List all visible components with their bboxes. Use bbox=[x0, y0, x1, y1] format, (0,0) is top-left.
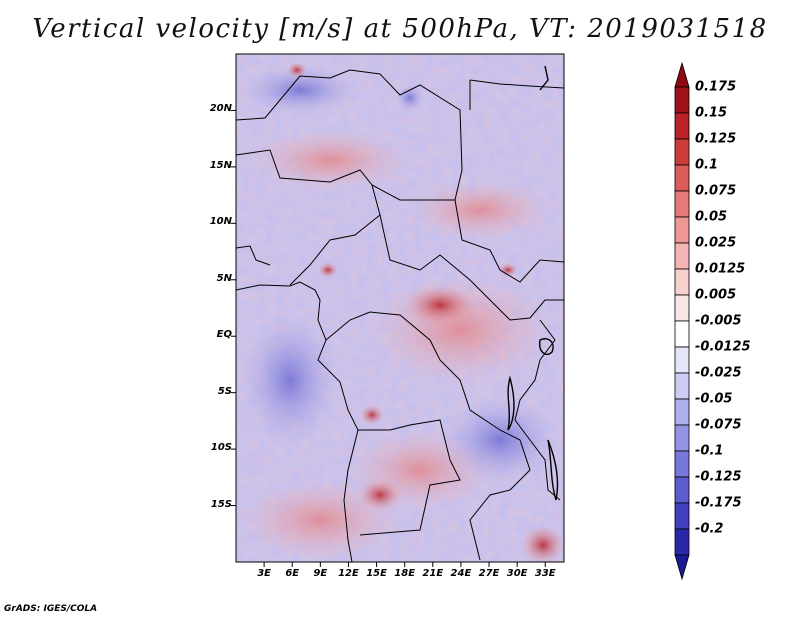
border-east bbox=[371, 184, 564, 283]
colorbar-swatch bbox=[674, 138, 690, 166]
colorbar-swatch bbox=[674, 164, 690, 192]
colorbar-swatch bbox=[674, 372, 690, 400]
river-nile bbox=[539, 65, 549, 91]
lon-tick-label: 3E bbox=[257, 568, 272, 579]
colorbar-label: 0.025 bbox=[695, 235, 737, 251]
border-coast-west bbox=[236, 245, 271, 266]
colorbar-swatch bbox=[674, 268, 690, 296]
colorbar-swatch bbox=[674, 86, 690, 114]
border-angola bbox=[358, 419, 461, 536]
feature-angola bbox=[358, 479, 402, 511]
lon-tick-label: 18E bbox=[394, 568, 416, 579]
border-zambia bbox=[469, 439, 531, 561]
colorbar-label: -0.1 bbox=[695, 443, 724, 459]
lat-tick-label: 10S bbox=[210, 442, 232, 454]
lat-tick-label: 15S bbox=[210, 498, 232, 510]
lon-tick-label: 12E bbox=[338, 568, 359, 579]
chart-title: Vertical velocity [m/s] at 500hPa, VT: 2… bbox=[32, 14, 768, 44]
lon-tick-label: 30E bbox=[506, 568, 528, 579]
negative-zone bbox=[440, 395, 560, 485]
lon-tick-label: 27E bbox=[478, 568, 500, 579]
map-frame bbox=[235, 53, 565, 563]
colorbar-label: 0.175 bbox=[695, 79, 737, 95]
colorbar-swatch bbox=[674, 450, 690, 478]
colorbar-label: -0.075 bbox=[695, 417, 742, 433]
border-congo bbox=[325, 311, 521, 441]
colorbar-label: -0.005 bbox=[695, 313, 742, 329]
lon-tick-label: 21E bbox=[422, 568, 444, 579]
lat-tick-label: 5N bbox=[216, 272, 232, 284]
colorbar-swatch bbox=[674, 294, 690, 322]
colorbar-top-cap bbox=[674, 61, 690, 88]
colorbar-label: -0.05 bbox=[695, 391, 733, 407]
colorbar bbox=[674, 61, 690, 581]
colorbar-label: 0.05 bbox=[695, 209, 728, 225]
colorbar-label: -0.125 bbox=[695, 469, 742, 485]
colorbar-label: -0.025 bbox=[695, 365, 742, 381]
lakes bbox=[507, 65, 559, 501]
colorbar-label: 0.005 bbox=[695, 287, 737, 303]
colorbar-label: -0.0125 bbox=[695, 339, 751, 355]
positive-cell bbox=[318, 262, 338, 278]
colorbar-swatch bbox=[674, 424, 690, 452]
negative-zone bbox=[240, 310, 340, 450]
lon-tick-label: 24E bbox=[450, 568, 472, 579]
positive-cell bbox=[360, 405, 384, 425]
lake-tanganyika bbox=[507, 375, 515, 431]
border-lakes bbox=[514, 319, 561, 501]
colorbar-swatch bbox=[674, 190, 690, 218]
colorbar-swatch bbox=[674, 398, 690, 426]
lat-tick-label: EQ bbox=[216, 329, 232, 341]
colorbar-label: 0.15 bbox=[695, 105, 728, 121]
colorbar-label: 0.0125 bbox=[695, 261, 746, 277]
lon-tick-label: 9E bbox=[313, 568, 328, 579]
lon-tick-label: 33E bbox=[534, 568, 556, 579]
lon-tick-label: 15E bbox=[366, 568, 387, 579]
colorbar-swatch bbox=[674, 112, 690, 140]
lat-tick-label: 20N bbox=[209, 103, 232, 115]
border-central bbox=[379, 214, 564, 321]
lon-tick-label: 6E bbox=[285, 568, 300, 579]
lake-malawi bbox=[547, 439, 559, 501]
positive-zone bbox=[410, 180, 550, 240]
boundaries bbox=[236, 69, 564, 562]
border-north bbox=[236, 69, 463, 201]
colorbar-swatch bbox=[674, 346, 690, 374]
lat-ticks bbox=[231, 109, 236, 507]
positive-cell bbox=[287, 62, 307, 78]
colorbar-swatch bbox=[674, 528, 690, 556]
colorbar-label: 0.075 bbox=[695, 183, 737, 199]
positive-zone bbox=[250, 130, 410, 190]
negative-cell bbox=[396, 84, 424, 112]
feature-great-lakes bbox=[405, 285, 475, 325]
credit-text: GrADS: IGES/COLA bbox=[4, 604, 98, 614]
map-field bbox=[236, 54, 564, 562]
feature-mozambique bbox=[521, 525, 564, 562]
colorbar-swatch bbox=[674, 216, 690, 244]
border-egypt bbox=[469, 79, 564, 89]
lon-ticks bbox=[263, 562, 546, 567]
colorbar-swatch bbox=[674, 320, 690, 348]
feature-ethiopia bbox=[498, 263, 518, 277]
colorbar-swatch bbox=[674, 502, 690, 530]
lake-victoria bbox=[538, 338, 554, 356]
colorbar-label: -0.175 bbox=[695, 495, 742, 511]
colorbar-swatch bbox=[674, 476, 690, 504]
lat-tick-label: 10N bbox=[209, 216, 232, 228]
coastline-west bbox=[236, 281, 359, 562]
colorbar-bottom-cap bbox=[674, 554, 690, 581]
lat-tick-label: 15N bbox=[209, 159, 232, 171]
colorbar-swatch bbox=[674, 242, 690, 270]
colorbar-label: 0.1 bbox=[695, 157, 719, 173]
lat-tick-label: 5S bbox=[217, 385, 232, 397]
colorbar-label: -0.2 bbox=[695, 521, 724, 537]
colorbar-label: 0.125 bbox=[695, 131, 737, 147]
